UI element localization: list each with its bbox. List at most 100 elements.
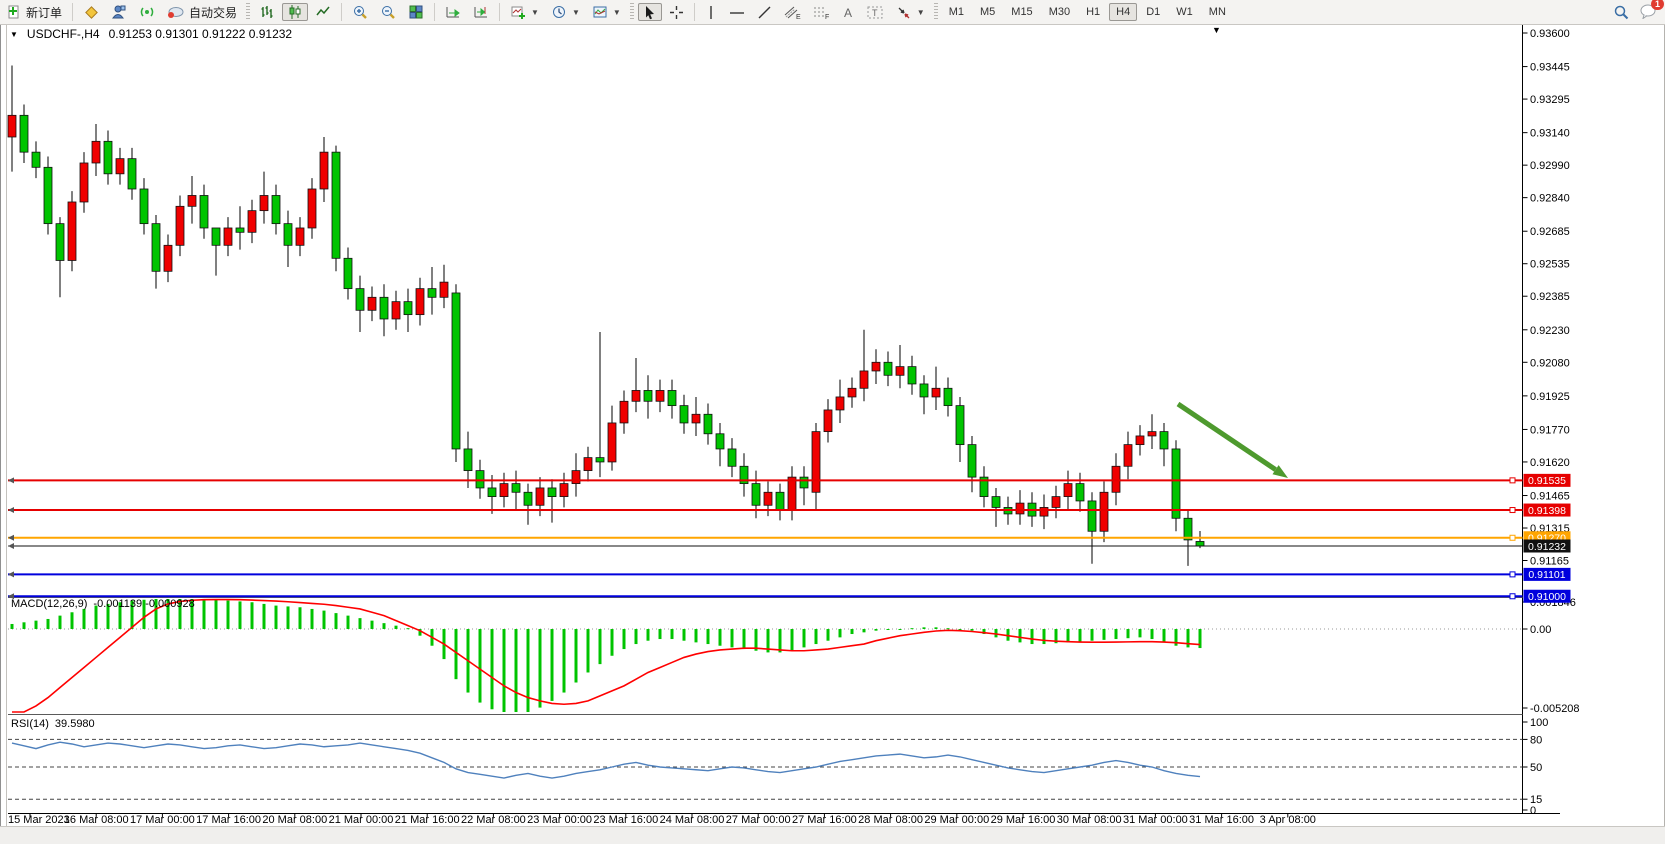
notifications-button[interactable]: 1 xyxy=(1639,0,1664,22)
vertical-line-button[interactable] xyxy=(700,3,722,21)
macd-bar xyxy=(394,625,398,629)
candle-up xyxy=(439,281,449,298)
price-tag-label: 0.91000 xyxy=(1528,591,1566,603)
price-tag xyxy=(1523,539,1571,553)
chart-title[interactable]: ▼ USDCHF-,H4 0.91253 0.91301 0.91222 0.9… xyxy=(10,27,292,41)
macd-bar xyxy=(790,629,794,651)
timeframe-M30[interactable]: M30 xyxy=(1048,6,1071,18)
symbol-dropdown-icon[interactable]: ▼ xyxy=(10,29,18,39)
macd-bar xyxy=(490,629,494,710)
periods-button[interactable]: ▼ xyxy=(546,3,585,21)
timeframe-M5[interactable]: M5 xyxy=(980,6,996,18)
timeframe-M1[interactable]: M1 xyxy=(948,6,964,18)
crosshair-button[interactable] xyxy=(664,3,689,21)
macd-bar xyxy=(946,628,950,630)
search-icon[interactable] xyxy=(1613,4,1629,20)
level-left-marker xyxy=(8,534,14,541)
shapes-button[interactable]: ▼ xyxy=(891,3,930,21)
gold-diamond-icon xyxy=(85,6,98,19)
zoom-in-icon xyxy=(354,6,367,19)
channel-button[interactable]: E xyxy=(779,3,806,21)
candle-down xyxy=(1087,500,1097,532)
candle-down xyxy=(511,483,521,493)
arrows-icon xyxy=(898,7,910,18)
tester-button[interactable] xyxy=(106,3,132,21)
level-left-marker xyxy=(8,507,14,514)
bar-chart-button[interactable] xyxy=(254,3,280,21)
macd-bar xyxy=(742,629,746,650)
level-left-marker xyxy=(8,593,14,600)
zoom-in-button[interactable] xyxy=(347,3,373,21)
candlestick-chart-icon xyxy=(289,5,301,19)
macd-bar xyxy=(190,599,194,629)
macd-bar xyxy=(982,629,986,635)
candle-up xyxy=(307,188,317,229)
price-tick-label: 0.91465 xyxy=(1530,491,1570,503)
signals-icon xyxy=(140,7,154,17)
quotes-button[interactable] xyxy=(78,3,104,21)
candle-down xyxy=(991,496,1001,508)
candle-up xyxy=(247,210,257,233)
time-label: 22 Mar 08:00 xyxy=(461,814,526,826)
candle-down xyxy=(727,448,737,467)
macd-bar xyxy=(814,629,818,645)
equidistant-channel-icon: E xyxy=(784,6,801,20)
timeframe-H1[interactable]: H1 xyxy=(1086,6,1101,18)
time-label: 20 Mar 08:00 xyxy=(262,814,327,826)
cursor-button[interactable] xyxy=(637,3,662,21)
candle-up xyxy=(1111,465,1121,493)
level-drag-handle[interactable] xyxy=(1509,534,1516,541)
price-tag-label: 0.91398 xyxy=(1528,505,1566,517)
candle-up xyxy=(415,288,425,316)
chart-dropdown-marker[interactable]: ▼ xyxy=(1212,25,1221,35)
label-button[interactable]: T xyxy=(862,3,889,21)
timeframe-D1[interactable]: D1 xyxy=(1146,6,1161,18)
timeframe-M15[interactable]: M15 xyxy=(1011,6,1033,18)
templates-button[interactable]: ▼ xyxy=(587,3,626,21)
chart-shift-button[interactable] xyxy=(468,3,494,21)
candle-up xyxy=(1099,491,1109,532)
level-drag-handle[interactable] xyxy=(1509,507,1516,514)
text-button[interactable]: A xyxy=(837,3,860,21)
time-label: 24 Mar 08:00 xyxy=(660,814,725,826)
trend-arrow-object[interactable] xyxy=(1176,401,1277,472)
timeframe-W1[interactable]: W1 xyxy=(1176,6,1193,18)
auto-trading-button[interactable]: 自动交易 xyxy=(162,3,242,21)
tile-windows-button[interactable] xyxy=(403,3,429,21)
macd-bar xyxy=(262,603,266,629)
macd-bar xyxy=(178,599,182,629)
level-drag-handle[interactable] xyxy=(1509,477,1516,484)
macd-bar xyxy=(454,629,458,680)
clock-icon xyxy=(552,6,565,18)
trend-arrow-head[interactable] xyxy=(1272,465,1288,478)
candle-down xyxy=(103,140,113,175)
macd-bar xyxy=(862,629,866,633)
timeframe-MN[interactable]: MN xyxy=(1208,6,1226,18)
zoom-out-button[interactable] xyxy=(375,3,401,21)
horizontal-line-button[interactable] xyxy=(724,3,750,21)
macd-bar xyxy=(610,629,614,656)
macd-bar xyxy=(1114,629,1118,640)
macd-bar xyxy=(298,607,302,629)
candlestick-chart-button[interactable] xyxy=(282,3,309,21)
macd-bar xyxy=(1042,629,1046,645)
indicators-icon xyxy=(511,6,526,19)
price-tag-label: 0.91232 xyxy=(1528,541,1566,553)
auto-scroll-button[interactable] xyxy=(440,3,466,21)
macd-bar xyxy=(154,599,158,629)
line-chart-button[interactable] xyxy=(310,3,336,21)
level-drag-handle[interactable] xyxy=(1509,571,1516,578)
candle-down xyxy=(595,457,605,463)
indicators-button[interactable]: ▼ xyxy=(505,3,544,21)
fibonacci-button[interactable]: F xyxy=(808,3,835,21)
candle-down xyxy=(1183,517,1193,541)
trendline-button[interactable] xyxy=(752,3,777,21)
macd-bar xyxy=(598,629,602,665)
level-drag-handle[interactable] xyxy=(1509,593,1516,600)
timeframe-H4[interactable]: H4 xyxy=(1109,3,1138,21)
price-tick-label: 0.91165 xyxy=(1530,556,1569,568)
new-order-button[interactable]: 新订单 xyxy=(1,3,67,21)
candle-up xyxy=(931,387,941,398)
new-order-label: 新订单 xyxy=(26,5,63,20)
signals-button[interactable] xyxy=(134,3,160,21)
